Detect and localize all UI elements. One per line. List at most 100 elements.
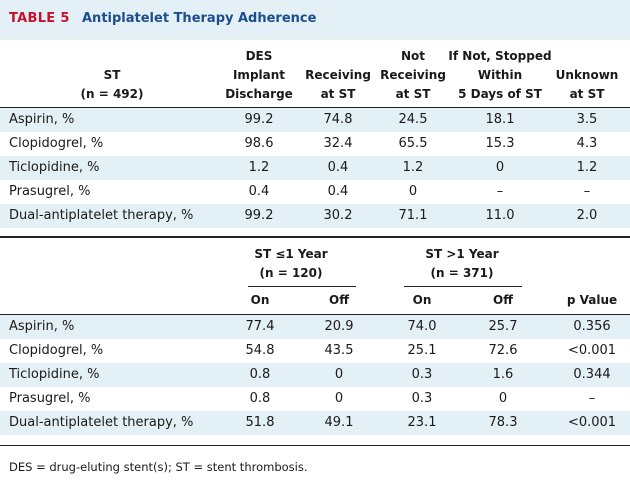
cell: – <box>583 184 591 199</box>
col-header-on: On <box>412 293 432 307</box>
col-header-line: Receiving <box>380 68 446 82</box>
group-header-st-gt-1yr: ST >1 Year (n = 371) <box>406 245 518 283</box>
row-header-line: ST <box>103 68 121 82</box>
cell: <0.001 <box>567 415 617 430</box>
cell: 0.3 <box>411 391 433 406</box>
cell: 99.2 <box>244 112 274 127</box>
cell: 0 <box>498 391 508 406</box>
col-header-line: Unknown <box>555 68 619 82</box>
col-header-line: If Not, Stopped <box>448 49 552 63</box>
cell: 1.2 <box>248 160 270 175</box>
row-header-st: ST (n = 492) <box>62 66 162 104</box>
cell: 74.0 <box>407 319 437 334</box>
cell: 43.5 <box>324 343 354 358</box>
row-band <box>0 204 630 228</box>
col-header-on: On <box>250 293 270 307</box>
row-band <box>0 363 630 387</box>
cell: 25.7 <box>488 319 518 334</box>
col-header-line: 5 Days of ST <box>458 87 542 101</box>
group-header-line: ST >1 Year <box>425 247 499 261</box>
row-label: Prasugrel, % <box>9 391 91 406</box>
row-label: Clopidogrel, % <box>9 136 104 151</box>
col-header-line: Receiving <box>305 68 371 82</box>
cell: 0 <box>408 184 418 199</box>
row-band <box>0 315 630 339</box>
group-header-line: (n = 371) <box>430 266 494 280</box>
cell: 3.5 <box>576 112 598 127</box>
cell: 0 <box>495 160 505 175</box>
cell: 49.1 <box>324 415 354 430</box>
row-label: Dual-antiplatelet therapy, % <box>9 208 194 223</box>
cell: 20.9 <box>324 319 354 334</box>
cell: 0.3 <box>411 367 433 382</box>
col-header-line: Implant <box>232 68 286 82</box>
col-header-line: Not <box>400 49 426 63</box>
cell: 0.4 <box>327 160 349 175</box>
col-header-p-value: p Value <box>566 293 618 307</box>
cell: 23.1 <box>407 415 437 430</box>
col-header-line: at ST <box>569 87 605 101</box>
group-header-line: (n = 120) <box>259 266 323 280</box>
cell: 4.3 <box>576 136 598 151</box>
cell: 0.4 <box>327 184 349 199</box>
cell: 2.0 <box>576 208 598 223</box>
col-header-receiving: Receiving at ST <box>296 66 380 104</box>
group-rule <box>248 286 356 287</box>
cell: 11.0 <box>485 208 515 223</box>
cell: 0.8 <box>249 367 271 382</box>
col-header-line: at ST <box>320 87 356 101</box>
cell: 65.5 <box>398 136 428 151</box>
group-header-st-le-1yr: ST ≤1 Year (n = 120) <box>236 245 346 283</box>
row-label: Prasugrel, % <box>9 184 91 199</box>
cell: 74.8 <box>323 112 353 127</box>
cell: 0.8 <box>249 391 271 406</box>
section-divider <box>0 236 630 238</box>
footnote: DES = drug-eluting stent(s); ST = stent … <box>9 460 308 474</box>
header-rule <box>0 107 630 108</box>
table-title: Antiplatelet Therapy Adherence <box>82 11 317 26</box>
col-header-line: Within <box>477 68 523 82</box>
col-header-off: Off <box>493 293 513 307</box>
row-band <box>0 411 630 435</box>
col-header-stopped: If Not, Stopped Within 5 Days of ST <box>446 47 554 104</box>
footer-rule <box>0 445 630 446</box>
cell: 25.1 <box>407 343 437 358</box>
cell: 51.8 <box>245 415 275 430</box>
cell: 72.6 <box>488 343 518 358</box>
cell: 1.2 <box>402 160 424 175</box>
row-label: Ticlopidine, % <box>9 367 100 382</box>
col-header-not-receiving: Not Receiving at ST <box>374 47 452 104</box>
cell: 77.4 <box>245 319 275 334</box>
cell: 32.4 <box>323 136 353 151</box>
cell: 1.2 <box>576 160 598 175</box>
row-label: Dual-antiplatelet therapy, % <box>9 415 194 430</box>
row-label: Aspirin, % <box>9 319 75 334</box>
cell: 24.5 <box>398 112 428 127</box>
cell: 0.344 <box>573 367 611 382</box>
cell: 0.356 <box>573 319 611 334</box>
col-header-line: DES <box>245 49 273 63</box>
table-title-bar: TABLE 5 Antiplatelet Therapy Adherence <box>0 0 630 40</box>
row-label: Ticlopidine, % <box>9 160 100 175</box>
cell: – <box>588 391 596 406</box>
cell: 98.6 <box>244 136 274 151</box>
cell: 99.2 <box>244 208 274 223</box>
cell: 78.3 <box>488 415 518 430</box>
row-header-line: (n = 492) <box>80 87 144 101</box>
cell: 0 <box>334 367 344 382</box>
cell: 0 <box>334 391 344 406</box>
col-header-off: Off <box>329 293 349 307</box>
col-header-des-implant: DES Implant Discharge <box>218 47 300 104</box>
col-header-line: at ST <box>395 87 431 101</box>
cell: – <box>496 184 504 199</box>
header-rule <box>0 314 630 315</box>
cell: 71.1 <box>398 208 428 223</box>
cell: 30.2 <box>323 208 353 223</box>
group-header-line: ST ≤1 Year <box>254 247 328 261</box>
cell: <0.001 <box>567 343 617 358</box>
col-header-unknown: Unknown at ST <box>552 66 622 104</box>
row-label: Aspirin, % <box>9 112 75 127</box>
cell: 15.3 <box>485 136 515 151</box>
group-rule <box>404 286 522 287</box>
cell: 18.1 <box>485 112 515 127</box>
